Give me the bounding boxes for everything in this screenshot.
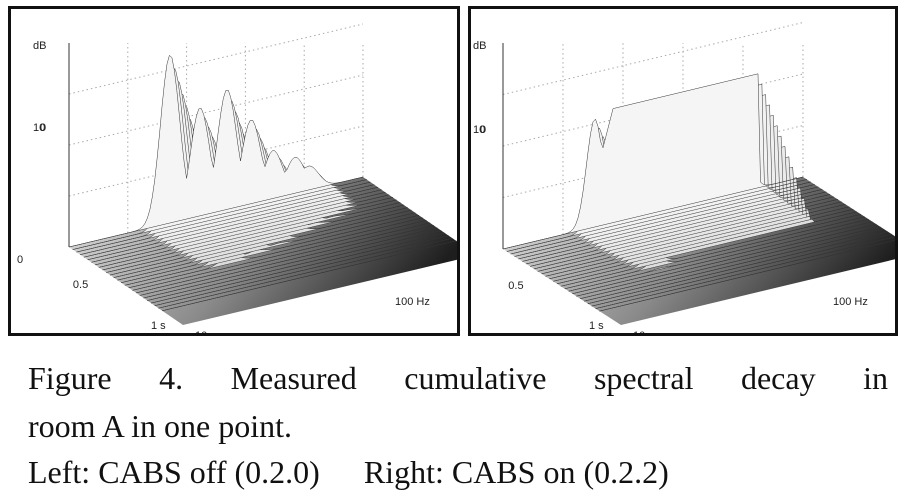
decay-slice: [139, 225, 435, 296]
decay-slice: [587, 231, 889, 304]
caption-line-1: Figure 4. Measured cumulative spectral decay i…: [28, 362, 888, 394]
decay-slice: [568, 218, 870, 292]
decay-slice: [575, 223, 877, 297]
z-tick-label: 0: [480, 124, 486, 136]
decay-slice: [158, 237, 453, 309]
caption-right-label: Right: CABS on (0.2.2): [363, 454, 669, 490]
z-tick-label: 0: [40, 122, 46, 134]
decay-slice: [580, 226, 881, 299]
freq-tick-label: 10: [633, 330, 645, 333]
waterfall-surface: [502, 73, 895, 312]
decay-slice: [598, 239, 895, 312]
caption-word: decay: [740, 360, 816, 396]
z-tick-label: dB: [473, 40, 486, 52]
decay-slice: [146, 230, 442, 301]
decay-slice: [68, 54, 364, 248]
decay-slice: [583, 228, 885, 302]
caption-line-2: room A in one point.: [28, 408, 292, 444]
caption-line-3: Left: CABS off (0.2.0) Right: CABS on (0.…: [28, 456, 669, 488]
decay-slice: [121, 212, 416, 283]
waterfall-surface: [68, 54, 457, 312]
caption-word: spectral: [593, 360, 694, 396]
decay-slice: [564, 216, 866, 290]
decay-slice: [571, 221, 874, 294]
caption-word: cumulative: [404, 360, 547, 396]
caption-word: Measured: [230, 360, 357, 396]
caption-word: Figure: [28, 360, 112, 396]
z-tick-label: 0: [17, 254, 23, 266]
z-tick-label: 10: [33, 122, 45, 134]
time-tick-label: 1 s: [151, 320, 166, 332]
decay-slice: [154, 235, 450, 306]
freq-tick-label: 10: [195, 330, 207, 333]
decay-slice: [560, 213, 862, 287]
z-tick-label: 10: [473, 124, 485, 136]
freq-tick-label: 100 Hz: [833, 296, 868, 308]
time-tick-label: 1 s: [589, 320, 604, 332]
freq-tick-label: 100 Hz: [395, 296, 430, 308]
decay-slice: [128, 217, 423, 289]
decay-slice: [150, 232, 446, 304]
decay-slice: [131, 220, 427, 291]
decay-slice: [136, 222, 431, 294]
decay-slice: [502, 73, 804, 250]
decay-slice: [591, 233, 893, 307]
decay-slice: [161, 240, 457, 312]
time-tick-label: 0.5: [508, 280, 523, 292]
decay-slice: [124, 214, 420, 286]
decay-slice: [143, 227, 438, 299]
caption-left-label: Left: CABS off (0.2.0): [28, 454, 320, 490]
decay-slice: [595, 236, 895, 309]
time-tick-label: 0.5: [73, 279, 88, 291]
caption-word: in: [863, 360, 888, 396]
caption-word: 4.: [159, 360, 184, 396]
z-tick-label: dB: [33, 40, 46, 52]
